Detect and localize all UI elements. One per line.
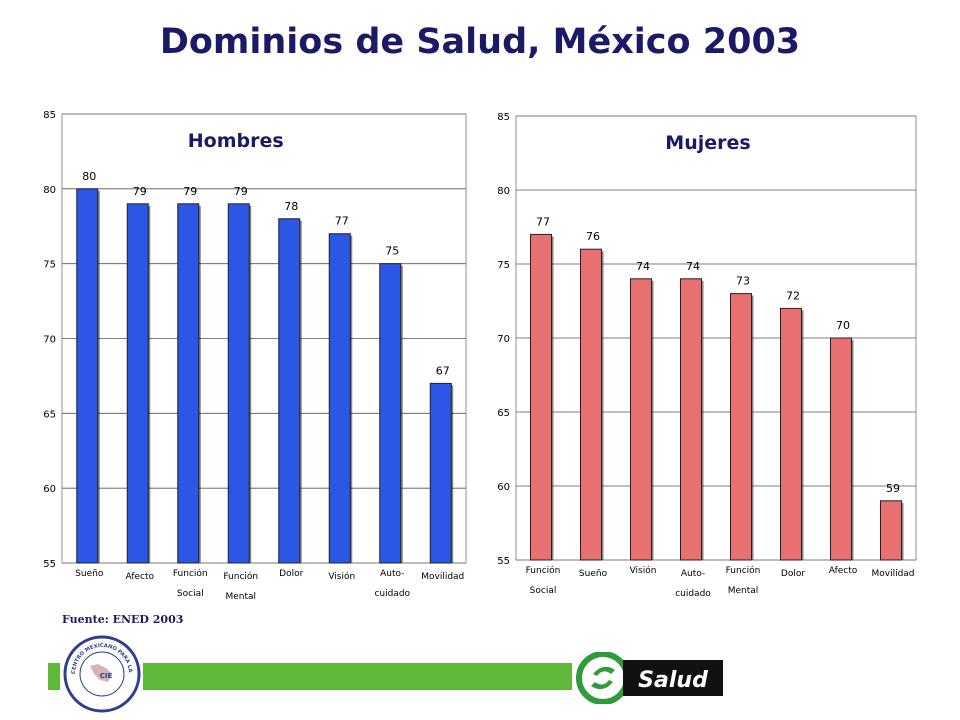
hombres-data-label: 79 — [133, 185, 147, 198]
hombres-category-label: Afecto — [125, 572, 154, 582]
mujeres-category-label: Sueño — [579, 569, 608, 579]
mujeres-bar — [780, 307, 802, 561]
mujeres-data-label: 74 — [636, 260, 650, 273]
hombres-bar — [126, 203, 149, 564]
mujeres-y-tick-label: 85 — [497, 112, 510, 123]
mujeres-bar — [680, 278, 702, 561]
salud-brand-logo: Salud — [576, 652, 723, 704]
hombres-bar — [177, 203, 200, 564]
mujeres-bar — [880, 500, 902, 561]
mujeres-category-label: Visión — [630, 565, 657, 576]
hombres-data-label: 75 — [385, 245, 399, 258]
hombres-category-label: Función — [223, 571, 258, 582]
mujeres-data-label: 70 — [836, 319, 850, 332]
hombres-bar — [379, 263, 402, 564]
mujeres-category-label: cuidado — [675, 589, 711, 599]
source-note: Fuente: ENED 2003 — [62, 613, 184, 626]
hombres-y-tick-label: 70 — [43, 335, 56, 346]
hombres-plot-frame — [61, 113, 467, 564]
hombres-y-tick-label: 60 — [43, 484, 56, 495]
mujeres-plot-frame — [515, 115, 917, 561]
mujeres-bar — [630, 278, 652, 561]
mujeres-category-label: Afecto — [829, 566, 858, 576]
mujeres-bar — [730, 293, 752, 561]
mujeres-y-tick-label: 55 — [497, 556, 510, 567]
hombres-data-label: 67 — [436, 364, 450, 377]
hombres-y-tick-label: 85 — [43, 110, 56, 121]
mujeres-data-label: 72 — [786, 289, 800, 302]
hombres-category-label: Movilidad — [421, 572, 464, 582]
hombres-category-label: cuidado — [374, 589, 410, 599]
hombres-bar — [328, 233, 351, 564]
hombres-data-label: 79 — [183, 185, 197, 198]
hombres-category-label: Auto- — [380, 569, 404, 579]
mujeres-data-label: 73 — [736, 275, 750, 288]
hombres-category-label: Mental — [225, 592, 256, 602]
mujeres-category-label: Social — [530, 586, 557, 596]
brand-text: Salud — [638, 668, 708, 693]
hombres-category-label: Social — [177, 589, 204, 599]
mujeres-y-tick-label: 80 — [497, 186, 510, 197]
mujeres-data-label: 74 — [686, 260, 700, 273]
hombres-y-tick-label: 80 — [43, 185, 56, 196]
page-title: Dominios de Salud, México 2003 — [159, 22, 801, 62]
hombres-bar — [227, 203, 250, 564]
mujeres-bar — [530, 233, 552, 561]
mujeres-y-tick-label: 75 — [497, 260, 510, 271]
hombres-category-label: Sueño — [75, 569, 104, 579]
mujeres-category-label: Mental — [728, 586, 759, 596]
mujeres-category-label: Función — [726, 565, 761, 576]
footer-accent-bar-left — [48, 663, 60, 690]
footer-accent-bar — [143, 663, 572, 690]
seal-inner-text: CIE — [100, 672, 113, 680]
hombres-data-label: 80 — [82, 170, 96, 183]
hombres-data-label: 79 — [234, 185, 248, 198]
hombres-bar — [278, 218, 301, 564]
mujeres-y-tick-label: 70 — [497, 334, 510, 345]
mujeres-data-label: 77 — [536, 215, 550, 228]
mujeres-data-label: 76 — [586, 230, 600, 243]
mujeres-category-label: Auto- — [681, 569, 705, 579]
mujeres-bar — [580, 248, 602, 561]
mujeres-y-tick-label: 65 — [497, 408, 510, 419]
hombres-bar — [429, 382, 452, 564]
hombres-category-label: Visión — [328, 571, 355, 582]
hombres-data-label: 78 — [284, 200, 298, 213]
mujeres-category-label: Movilidad — [871, 569, 914, 579]
mujeres-bar — [830, 337, 852, 561]
cemece-seal-logo: CENTRO MEXICANO PARA LA CLASIFICACIÓN DE… — [62, 634, 141, 713]
hombres-chart-title: Hombres — [188, 130, 284, 152]
hombres-category-label: Función — [173, 568, 208, 579]
hombres-y-tick-label: 55 — [43, 559, 56, 570]
mujeres-chart-title: Mujeres — [665, 132, 750, 154]
hombres-y-tick-label: 75 — [43, 260, 56, 271]
hombres-y-tick-label: 65 — [43, 409, 56, 420]
mujeres-category-label: Dolor — [781, 569, 805, 579]
mujeres-data-label: 59 — [886, 482, 900, 495]
hombres-data-label: 77 — [335, 215, 349, 228]
mujeres-category-label: Función — [526, 565, 561, 576]
mujeres-y-tick-label: 60 — [497, 482, 510, 493]
hombres-category-label: Dolor — [279, 569, 303, 579]
hombres-bar — [76, 188, 99, 564]
